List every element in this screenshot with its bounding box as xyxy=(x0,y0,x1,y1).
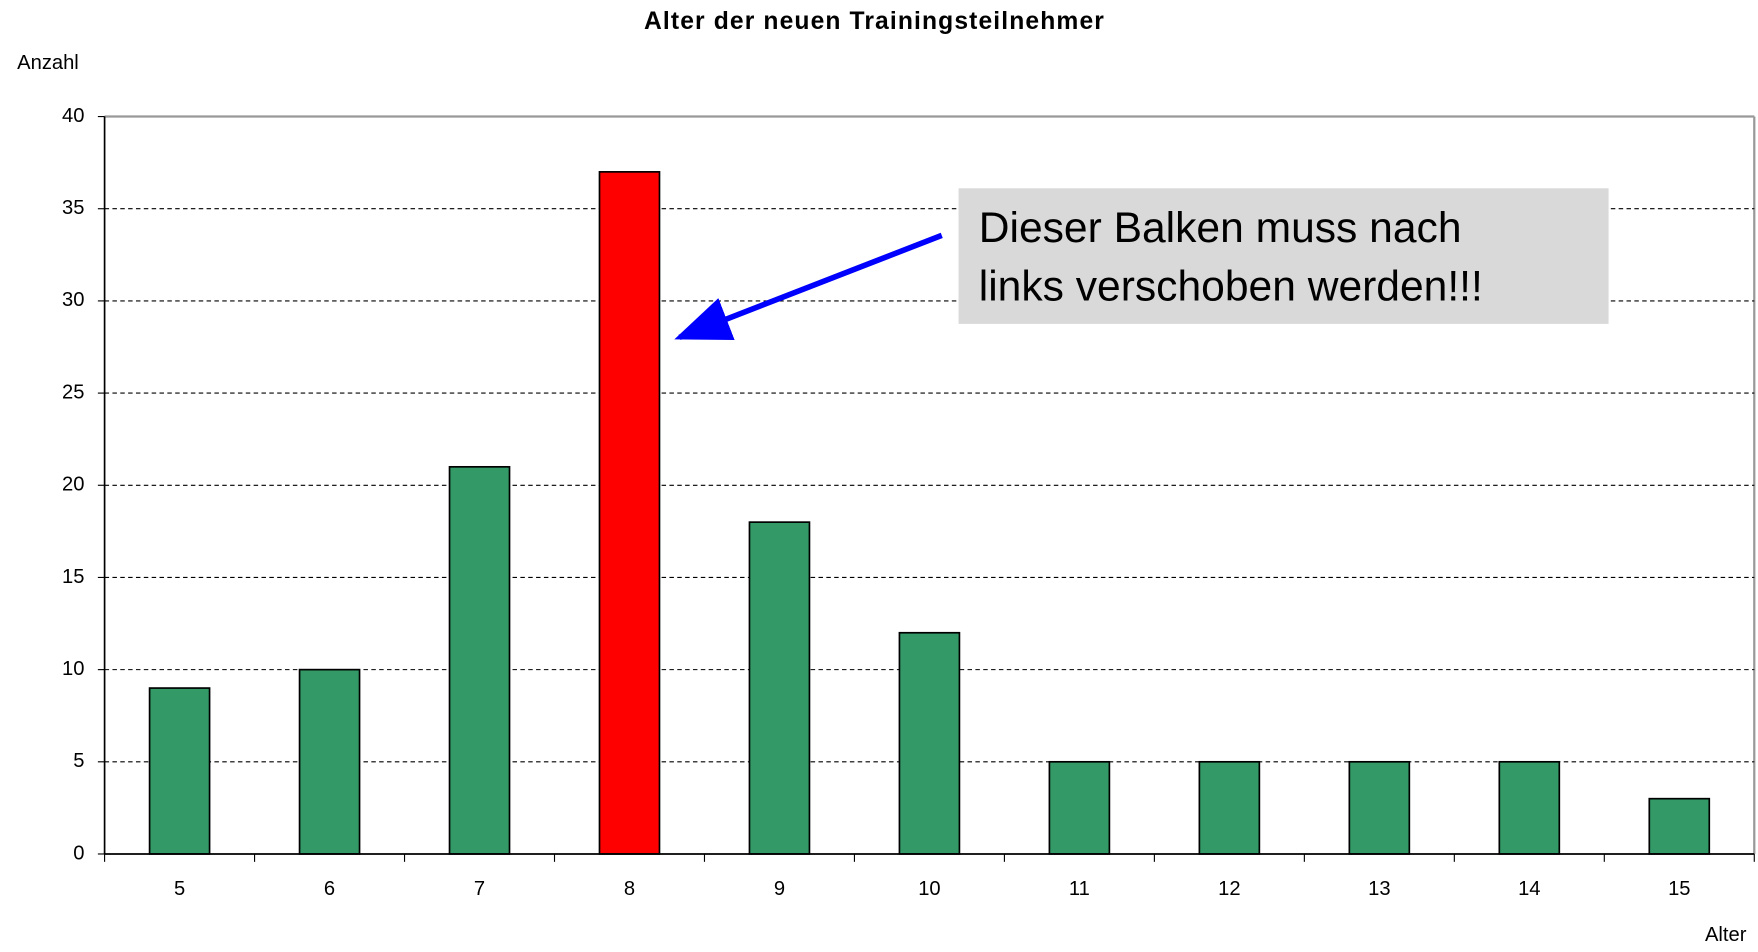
bar xyxy=(1648,797,1711,855)
x-axis-label: Alter xyxy=(1705,924,1747,946)
y-tick-label: 25 xyxy=(62,381,84,403)
y-axis-label: Anzahl xyxy=(17,52,79,74)
y-tick-label: 35 xyxy=(62,197,84,219)
x-tick-label: 13 xyxy=(1368,878,1390,900)
bar xyxy=(148,687,211,855)
x-tick-label: 9 xyxy=(774,878,785,900)
bar xyxy=(598,171,661,855)
annotation-text: links verschoben werden!!! xyxy=(979,262,1483,310)
y-tick-label: 30 xyxy=(62,289,84,311)
y-tick-label: 5 xyxy=(73,750,84,772)
bar xyxy=(898,631,961,855)
chart-title: Alter der neuen Trainingsteilnehmer xyxy=(644,8,1105,35)
x-tick-label: 6 xyxy=(324,878,335,900)
bar xyxy=(448,465,511,855)
bar xyxy=(1348,760,1411,855)
annotation-arrow xyxy=(674,232,943,340)
annotation-text: Dieser Balken muss nach xyxy=(979,204,1462,252)
x-tick-label: 10 xyxy=(918,878,940,900)
x-tick-label: 12 xyxy=(1218,878,1240,900)
x-tick-label: 11 xyxy=(1069,878,1090,900)
x-tick-label: 8 xyxy=(624,878,635,900)
x-tick-label: 7 xyxy=(474,878,485,900)
y-tick-label: 10 xyxy=(62,658,84,680)
annotation-box xyxy=(958,188,1609,324)
bar xyxy=(748,521,811,855)
x-tick-label: 5 xyxy=(174,878,185,900)
bar xyxy=(1498,760,1561,855)
bar xyxy=(1198,760,1261,855)
y-tick-label: 15 xyxy=(62,566,84,588)
bar xyxy=(298,668,361,855)
y-tick-label: 40 xyxy=(62,105,84,127)
y-tick-label: 20 xyxy=(62,474,84,496)
plot-area: 0 5 10 15 20 25 30 35 40 5 6 7 8 9 10 11 12 13 14 15 xyxy=(62,105,1756,900)
x-tick-label: 15 xyxy=(1668,878,1690,900)
y-tick-label: 0 xyxy=(73,842,84,864)
x-tick-label: 14 xyxy=(1518,878,1540,900)
bar xyxy=(1048,760,1111,855)
